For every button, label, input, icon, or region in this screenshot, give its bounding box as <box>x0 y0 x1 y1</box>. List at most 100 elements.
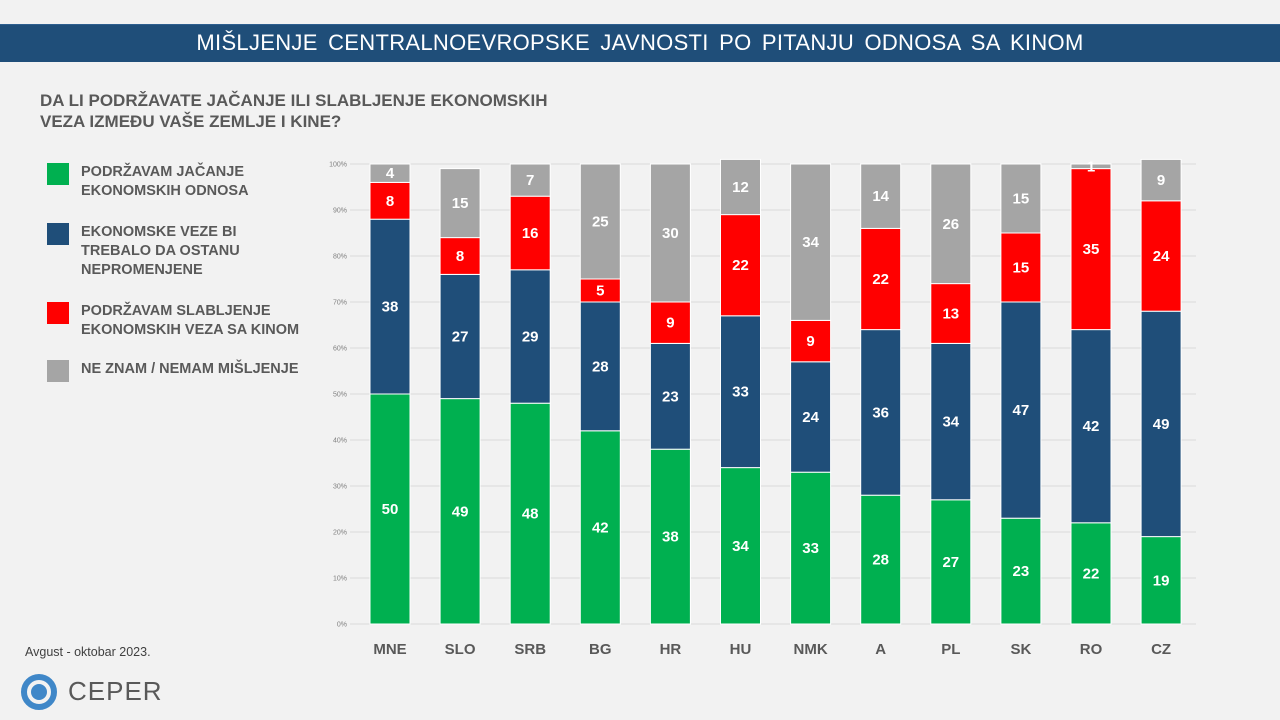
y-tick-label: 30% <box>333 484 347 491</box>
bar-segment <box>1140 158 1182 202</box>
logo-text: CEPER <box>68 676 163 706</box>
data-label: 15 <box>1013 260 1030 277</box>
bar-segment <box>579 430 621 625</box>
data-label: 27 <box>452 329 469 346</box>
data-label: 13 <box>942 306 959 323</box>
bar-segment <box>509 269 551 404</box>
y-tick-label: 50% <box>333 392 347 399</box>
legend-swatch-red <box>47 302 69 324</box>
bar-segment <box>1000 232 1042 303</box>
x-tick-label: SK <box>1010 641 1031 658</box>
x-tick-label: RO <box>1080 641 1103 658</box>
bar-segment <box>1000 301 1042 519</box>
y-tick-label: 60% <box>333 346 347 353</box>
data-label: 15 <box>1013 191 1030 208</box>
bar-segment <box>1000 163 1042 234</box>
bar-segment <box>790 163 832 321</box>
bar-segment <box>720 158 761 216</box>
bar-segment <box>1140 200 1182 312</box>
data-label: 38 <box>662 529 679 546</box>
survey-date: Avgust - oktobar 2023. <box>25 645 151 659</box>
bar-segment <box>1140 310 1182 538</box>
ceper-logo: CEPER <box>20 673 163 710</box>
legend-swatch-grey <box>47 360 69 382</box>
bar-segment <box>439 168 481 239</box>
bar-segment <box>649 342 691 450</box>
x-tick-label: SLO <box>445 641 476 658</box>
data-label: 36 <box>872 404 889 421</box>
x-tick-label: MNE <box>373 641 406 658</box>
data-label: 22 <box>872 271 889 288</box>
data-label: 12 <box>732 179 749 196</box>
bar-segment <box>930 342 972 501</box>
bar-segment <box>439 273 481 400</box>
data-label: 15 <box>452 195 469 212</box>
x-tick-label: HU <box>730 641 752 658</box>
data-label: 9 <box>1157 172 1165 189</box>
data-label: 8 <box>456 248 464 265</box>
page-title: MIŠLJENJE CENTRALNOEVROPSKE JAVNOSTI PO … <box>196 30 1084 55</box>
y-tick-label: 40% <box>333 438 347 445</box>
y-tick-label: 0% <box>337 622 347 629</box>
data-label: 42 <box>1083 418 1100 435</box>
data-label: 16 <box>522 225 539 242</box>
data-label: 49 <box>452 503 469 520</box>
data-label: 8 <box>386 193 394 210</box>
bar-segment <box>509 402 551 625</box>
bar-segment <box>369 181 411 220</box>
legend-label: NE ZNAM / NEMAM MIŠLJENJE <box>81 361 299 377</box>
bar-segment <box>369 393 411 625</box>
data-label: 22 <box>1083 565 1100 582</box>
bar-segment <box>1000 517 1042 625</box>
bar-segment <box>509 163 551 197</box>
bar-segment <box>649 163 691 303</box>
bar-segment <box>649 301 691 344</box>
legend-label: PODRŽAVAM JAČANJE EKONOMSKIH ODNOSA <box>81 164 249 199</box>
y-tick-label: 80% <box>333 254 347 261</box>
bar-segment <box>930 499 972 625</box>
data-label: 28 <box>592 358 609 375</box>
data-label: 4 <box>386 165 395 182</box>
data-label: 34 <box>802 234 819 251</box>
data-label: 35 <box>1083 241 1100 258</box>
data-label: 33 <box>732 384 749 401</box>
question-line-1: DA LI PODRŽAVATE JAČANJE ILI SLABLJENJE … <box>40 91 548 110</box>
x-tick-label: NMK <box>794 641 828 658</box>
x-tick-label: SRB <box>514 641 546 658</box>
x-tick-label: HR <box>660 641 682 658</box>
question-line-2: VEZA IZMEĐU VAŠE ZEMLJE I KINE? <box>40 112 342 131</box>
bar-segment <box>860 163 902 229</box>
y-tick-label: 70% <box>333 300 347 307</box>
data-label: 23 <box>1013 563 1030 580</box>
legend-swatch-blue <box>47 223 69 245</box>
stacked-bar-chart: 0% 10% 20% 30% 40% 50% 60% 70% 80% 90% 100% 50 38 8 4 M… <box>329 158 1196 658</box>
legend-label: EKONOMSKE VEZE BI TREBALO DA OSTANU NEPR… <box>81 224 240 278</box>
data-label: 5 <box>596 283 604 300</box>
data-label: 1 <box>1087 158 1095 175</box>
data-label: 38 <box>382 299 399 316</box>
bar-segment <box>930 163 972 285</box>
data-label: 33 <box>802 540 819 557</box>
bar-segment <box>1070 329 1112 524</box>
bar-segment <box>579 301 621 432</box>
y-tick-label: 20% <box>333 530 347 537</box>
data-label: 14 <box>872 188 889 205</box>
data-label: 50 <box>382 501 399 518</box>
data-label: 25 <box>592 214 609 231</box>
data-label: 48 <box>522 506 539 523</box>
data-label: 42 <box>592 519 609 536</box>
data-label: 27 <box>942 554 959 571</box>
ceper-logo-icon <box>21 674 57 710</box>
data-label: 7 <box>526 172 534 189</box>
bar-segment <box>1070 522 1112 625</box>
legend-swatch-green <box>47 163 69 185</box>
data-label: 9 <box>806 333 814 350</box>
data-label: 30 <box>662 225 679 242</box>
chart-question: DA LI PODRŽAVATE JAČANJE ILI SLABLJENJE … <box>40 90 640 132</box>
bar-segment <box>1070 163 1112 170</box>
data-label: 24 <box>1153 248 1170 265</box>
x-tick-label: BG <box>589 641 612 658</box>
bar-segment <box>369 163 411 183</box>
x-tick-label: PL <box>941 641 960 658</box>
bar-segment <box>369 218 411 395</box>
